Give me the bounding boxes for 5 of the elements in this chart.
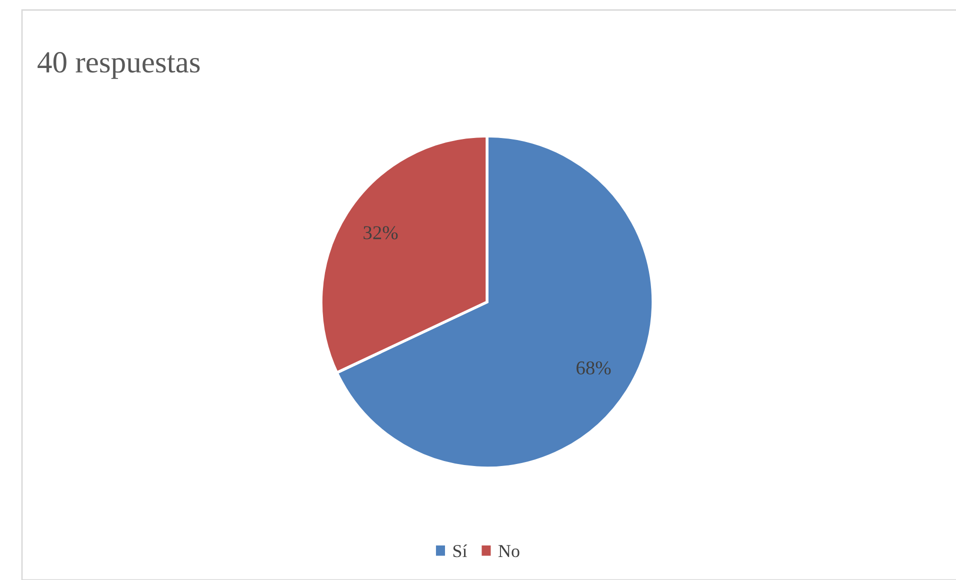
chart-title: 40 respuestas bbox=[38, 52, 200, 79]
data-label: 68% bbox=[576, 361, 611, 375]
legend-label: No bbox=[498, 545, 520, 558]
data-label: 32% bbox=[364, 226, 398, 240]
legend-label: Sí bbox=[453, 544, 468, 558]
